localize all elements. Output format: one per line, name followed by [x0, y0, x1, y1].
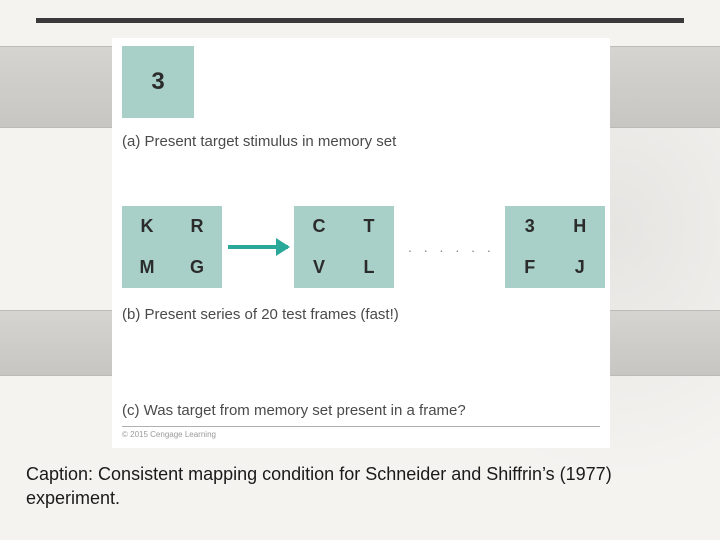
frame-cell: F: [524, 257, 535, 278]
memory-set-box: 3: [122, 46, 194, 118]
figure-divider: [122, 426, 600, 427]
frame-cell: V: [313, 257, 325, 278]
frame-cell: M: [140, 257, 155, 278]
arrow-icon: [228, 245, 288, 249]
frame-cell: L: [364, 257, 375, 278]
copyright-text: © 2015 Cengage Learning: [122, 430, 216, 439]
frame-cell: R: [191, 216, 204, 237]
test-frame: C T V L: [294, 206, 394, 288]
slide-caption: Caption: Consistent mapping condition fo…: [26, 462, 680, 511]
top-rule: [36, 18, 684, 23]
test-frame: K R M G: [122, 206, 222, 288]
test-frame: 3 H F J: [505, 206, 605, 288]
panel-c-label: (c) Was target from memory set present i…: [122, 402, 466, 419]
panel-a-label: (a) Present target stimulus in memory se…: [122, 133, 396, 150]
frame-cell: 3: [525, 216, 535, 237]
panel-b-label: (b) Present series of 20 test frames (fa…: [122, 306, 399, 323]
frame-cell: C: [313, 216, 326, 237]
frame-cell: K: [141, 216, 154, 237]
frame-cell: H: [573, 216, 586, 237]
memory-set-target: 3: [151, 68, 164, 96]
frame-cell: G: [190, 257, 204, 278]
ellipsis: . . . . . .: [408, 239, 495, 255]
frame-cell: T: [364, 216, 375, 237]
test-frames-row: K R M G C T V L . . . . . . 3 H F J: [122, 206, 605, 288]
figure-panel: 3 (a) Present target stimulus in memory …: [112, 38, 610, 448]
frame-cell: J: [575, 257, 585, 278]
